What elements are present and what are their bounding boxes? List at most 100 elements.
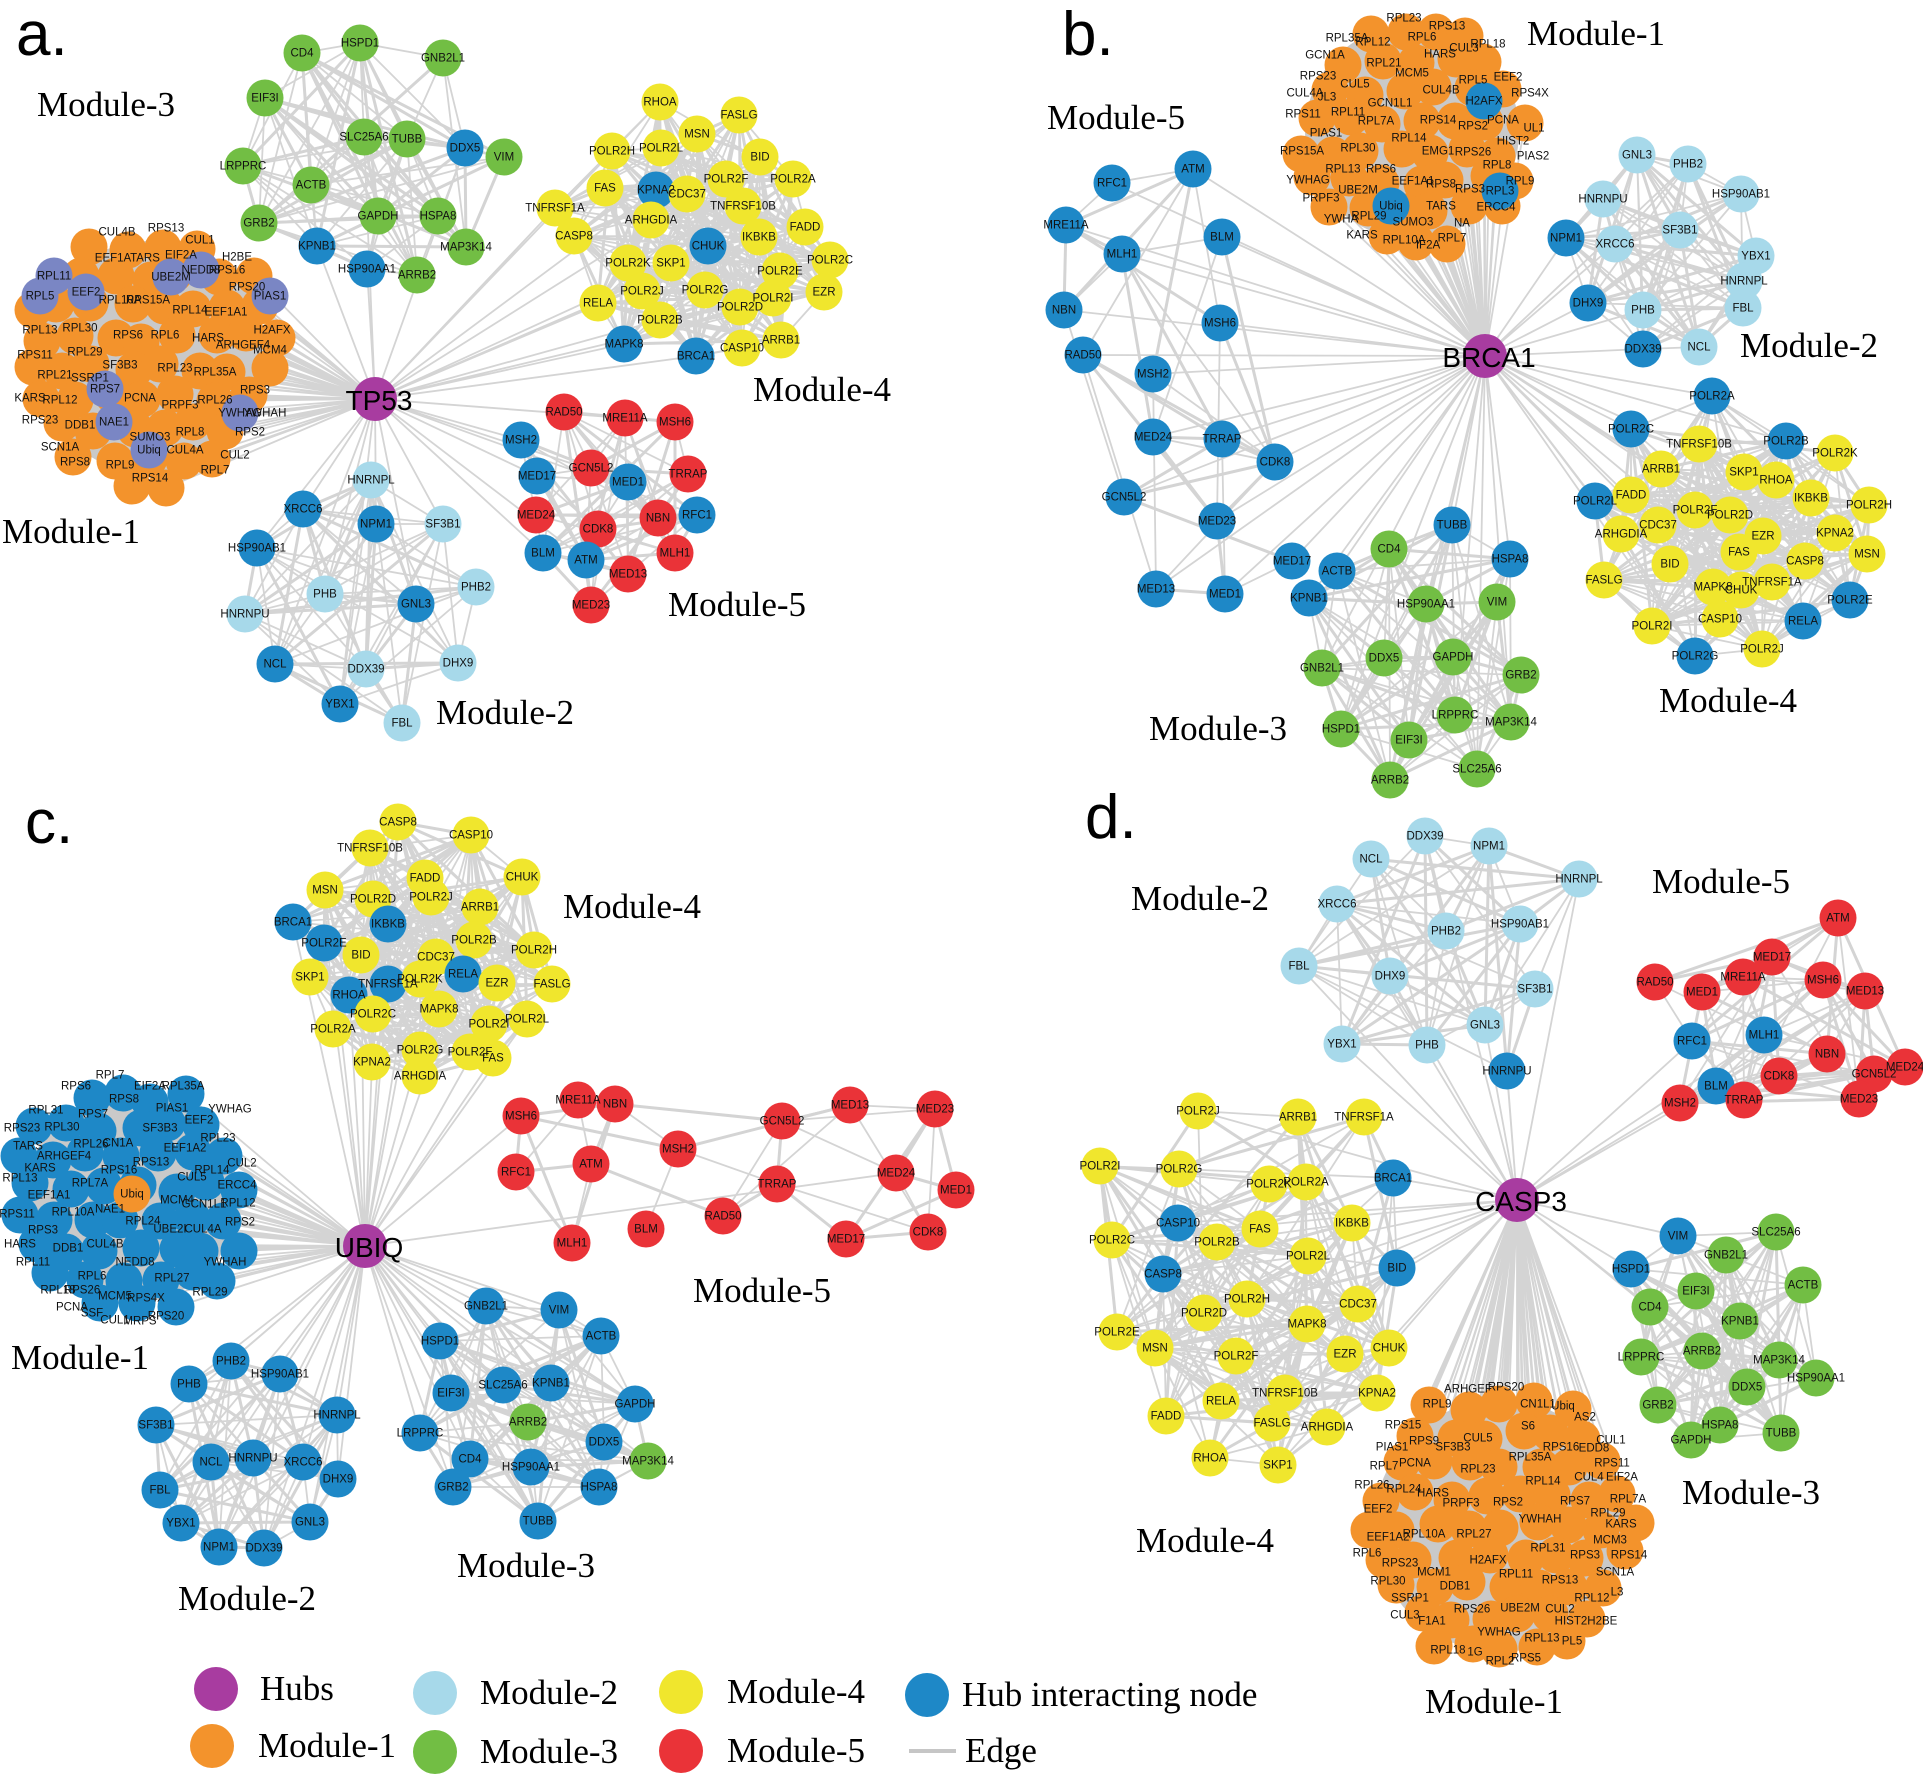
svg-text:RPS14: RPS14 bbox=[1420, 115, 1457, 127]
svg-text:RPS16: RPS16 bbox=[101, 1165, 137, 1177]
svg-text:RHOA: RHOA bbox=[1193, 1453, 1227, 1465]
svg-text:EIF3I: EIF3I bbox=[1682, 1286, 1709, 1298]
svg-text:POLR2I: POLR2I bbox=[1632, 621, 1673, 633]
svg-text:PHB2: PHB2 bbox=[461, 582, 491, 594]
svg-text:UBE2I: UBE2I bbox=[153, 1224, 186, 1236]
svg-text:YBX1: YBX1 bbox=[1327, 1039, 1356, 1051]
svg-text:POLR2E: POLR2E bbox=[1094, 1327, 1140, 1339]
svg-text:RPS26: RPS26 bbox=[1454, 1604, 1490, 1616]
svg-text:CUL5: CUL5 bbox=[1340, 79, 1369, 91]
svg-text:DDB1: DDB1 bbox=[1440, 1581, 1471, 1593]
svg-text:VIM: VIM bbox=[494, 152, 514, 164]
svg-text:HIST2H2BE: HIST2H2BE bbox=[1555, 1616, 1618, 1628]
svg-text:POLR2J: POLR2J bbox=[1176, 1106, 1219, 1118]
svg-text:EEF1A1: EEF1A1 bbox=[28, 1190, 71, 1202]
svg-text:Module-4: Module-4 bbox=[753, 370, 891, 409]
svg-text:POLR2D: POLR2D bbox=[717, 302, 763, 314]
svg-text:RPL8: RPL8 bbox=[1483, 160, 1512, 172]
svg-text:SUMO3: SUMO3 bbox=[1393, 217, 1434, 229]
svg-text:EEF2: EEF2 bbox=[1364, 1504, 1393, 1516]
svg-text:TUBB: TUBB bbox=[1437, 520, 1468, 532]
svg-text:Module-2: Module-2 bbox=[436, 693, 574, 732]
svg-text:KPNA2: KPNA2 bbox=[353, 1057, 391, 1069]
svg-text:TNFRSF10B: TNFRSF10B bbox=[337, 843, 403, 855]
svg-text:MED24: MED24 bbox=[877, 1168, 916, 1180]
svg-text:HSP90AA1: HSP90AA1 bbox=[338, 264, 396, 276]
svg-text:RPS8: RPS8 bbox=[109, 1094, 139, 1106]
svg-text:TNFRSF1A: TNFRSF1A bbox=[1334, 1112, 1394, 1124]
svg-text:Module-3: Module-3 bbox=[480, 1732, 618, 1771]
svg-text:HNRNPU: HNRNPU bbox=[1482, 1066, 1531, 1078]
svg-text:HNRNPU: HNRNPU bbox=[228, 1453, 277, 1465]
svg-text:RPL13: RPL13 bbox=[22, 325, 57, 337]
svg-text:RPL12: RPL12 bbox=[1574, 1593, 1609, 1605]
svg-text:RPL11: RPL11 bbox=[16, 1257, 50, 1269]
svg-text:Module-3: Module-3 bbox=[457, 1546, 595, 1585]
svg-text:ARHGEF: ARHGEF bbox=[1444, 1384, 1492, 1396]
svg-text:ARRB2: ARRB2 bbox=[1371, 775, 1409, 787]
svg-text:Module-1: Module-1 bbox=[11, 1338, 149, 1377]
svg-text:RPS2: RPS2 bbox=[225, 1217, 255, 1229]
svg-text:CHUK: CHUK bbox=[692, 241, 725, 253]
svg-text:ARHGEF4: ARHGEF4 bbox=[37, 1151, 92, 1163]
svg-text:RPS7: RPS7 bbox=[78, 1109, 108, 1121]
svg-text:Module-4: Module-4 bbox=[1659, 681, 1797, 720]
svg-text:RPL30: RPL30 bbox=[62, 323, 97, 335]
svg-text:SKP1: SKP1 bbox=[656, 258, 685, 270]
svg-text:ARHGDIA: ARHGDIA bbox=[1595, 529, 1648, 541]
svg-text:RPL26: RPL26 bbox=[197, 395, 232, 407]
svg-text:RPL29: RPL29 bbox=[67, 347, 102, 359]
svg-text:EIF2A: EIF2A bbox=[1606, 1472, 1638, 1484]
svg-text:KPNB1: KPNB1 bbox=[298, 241, 336, 253]
svg-text:RPL14: RPL14 bbox=[1525, 1476, 1561, 1488]
svg-text:CUL2: CUL2 bbox=[1545, 1604, 1574, 1616]
svg-text:LRPPRC: LRPPRC bbox=[220, 161, 267, 173]
svg-text:CUL3: CUL3 bbox=[1390, 1610, 1419, 1622]
svg-text:UBIQ: UBIQ bbox=[335, 1232, 403, 1263]
svg-text:BID: BID bbox=[1387, 1263, 1406, 1275]
svg-text:PHB: PHB bbox=[1631, 305, 1655, 317]
svg-text:HNRNPU: HNRNPU bbox=[1578, 194, 1627, 206]
svg-text:SLC25A6: SLC25A6 bbox=[339, 132, 388, 144]
svg-text:RPL7: RPL7 bbox=[96, 1070, 125, 1082]
svg-text:Ubiq: Ubiq bbox=[1551, 1401, 1575, 1413]
svg-text:CASP10: CASP10 bbox=[720, 343, 764, 355]
svg-text:NCL: NCL bbox=[263, 659, 287, 671]
svg-text:RPL13: RPL13 bbox=[2, 1173, 37, 1185]
svg-text:RELA: RELA bbox=[1788, 616, 1818, 628]
svg-text:CUL4B: CUL4B bbox=[98, 227, 135, 239]
svg-text:EIF3I: EIF3I bbox=[437, 1388, 464, 1400]
svg-text:TUBB: TUBB bbox=[523, 1516, 554, 1528]
svg-text:ATM: ATM bbox=[1181, 164, 1204, 176]
svg-text:POLR2J: POLR2J bbox=[1740, 644, 1783, 656]
svg-text:EEF1A2: EEF1A2 bbox=[164, 1143, 207, 1155]
svg-text:FASLG: FASLG bbox=[1253, 1418, 1290, 1430]
svg-text:NAE1: NAE1 bbox=[95, 1204, 125, 1216]
svg-text:BRCA1: BRCA1 bbox=[1442, 342, 1535, 373]
svg-text:CUL1: CUL1 bbox=[185, 235, 214, 247]
svg-text:RPS13: RPS13 bbox=[1542, 1575, 1578, 1587]
svg-text:IKBKB: IKBKB bbox=[742, 232, 776, 244]
svg-text:L3: L3 bbox=[1611, 1587, 1624, 1599]
svg-text:GNB2L1: GNB2L1 bbox=[1300, 663, 1344, 675]
svg-text:CUL4: CUL4 bbox=[1574, 1472, 1604, 1484]
svg-text:RPL9: RPL9 bbox=[106, 460, 135, 472]
svg-text:Hub interacting node: Hub interacting node bbox=[962, 1675, 1257, 1714]
svg-text:MSH2: MSH2 bbox=[505, 435, 537, 447]
svg-text:POLR2B: POLR2B bbox=[1194, 1237, 1240, 1249]
svg-text:YBX1: YBX1 bbox=[166, 1518, 195, 1530]
svg-text:PIAS2: PIAS2 bbox=[1517, 151, 1550, 163]
svg-text:DDX39: DDX39 bbox=[347, 664, 384, 676]
svg-text:MED17: MED17 bbox=[518, 471, 556, 483]
svg-text:MED17: MED17 bbox=[1753, 952, 1791, 964]
svg-text:TNFRSF10B: TNFRSF10B bbox=[710, 201, 776, 213]
svg-text:CD4: CD4 bbox=[458, 1454, 482, 1466]
svg-text:Module-2: Module-2 bbox=[480, 1673, 618, 1712]
svg-text:ATM: ATM bbox=[574, 555, 597, 567]
svg-text:DHX9: DHX9 bbox=[1573, 298, 1604, 310]
svg-text:NCL: NCL bbox=[1687, 342, 1711, 354]
svg-text:POLR2C: POLR2C bbox=[1608, 424, 1654, 436]
svg-text:RPL27: RPL27 bbox=[1456, 1529, 1491, 1541]
svg-text:HARS: HARS bbox=[1424, 49, 1456, 61]
svg-text:RPS23: RPS23 bbox=[1300, 71, 1336, 83]
